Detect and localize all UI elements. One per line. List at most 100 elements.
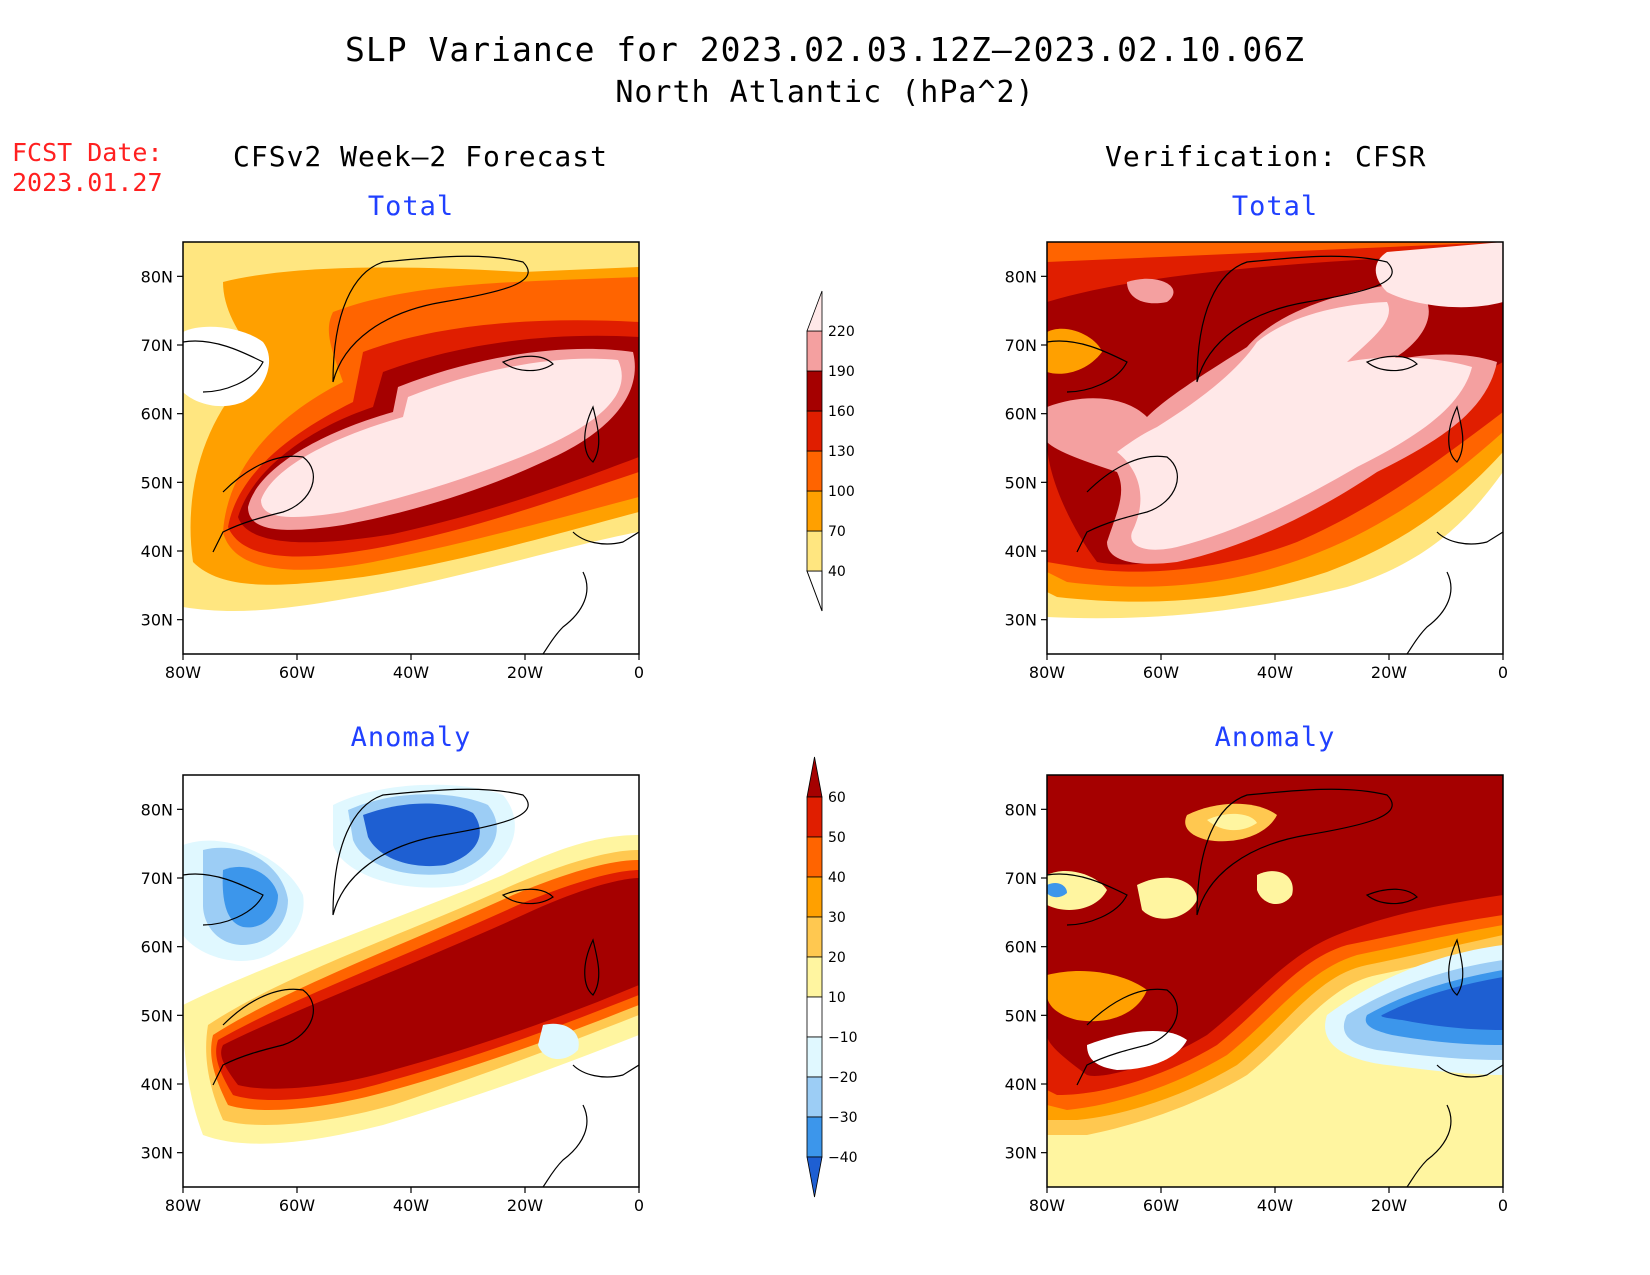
lat-tick-label: 30N [141, 1144, 173, 1163]
colorbar-label: 50 [828, 830, 846, 846]
verification-anomaly-field [1047, 775, 1503, 1135]
forecast-total-panel [182, 241, 640, 655]
colorbar-swatch [806, 836, 823, 878]
lon-tick-label: 80W [1029, 1196, 1065, 1215]
lat-tick-label: 50N [1005, 1006, 1037, 1025]
lat-tick-label: 40N [1005, 542, 1037, 561]
lon-tick-label: 0 [634, 663, 644, 682]
verification-total-coastlines [1046, 255, 1504, 655]
total-colorbar: 40 70 100 130 160 190 220 [806, 290, 855, 612]
colorbar-swatch [806, 796, 823, 838]
forecast-anomaly-coastlines [182, 788, 640, 1188]
colorbar-label: −40 [828, 1150, 858, 1166]
lat-tick-label: 40N [1005, 1075, 1037, 1094]
colorbar-tail [806, 570, 823, 612]
colorbar-swatch [806, 916, 823, 958]
chart-subtitle: North Atlantic (hPa^2) [615, 75, 1035, 110]
lat-tick-label: 80N [1005, 267, 1037, 286]
lon-tick-label: 20W [1371, 663, 1407, 682]
lat-tick-label: 60N [141, 938, 173, 957]
lat-tick-label: 30N [141, 611, 173, 630]
colorbar-label: 160 [828, 404, 855, 420]
forecast-total-title: Total [367, 191, 455, 222]
colorbar-label: 130 [828, 444, 855, 460]
lon-tick-label: 40W [393, 663, 429, 682]
colorbar-label: 60 [828, 790, 846, 806]
lon-tick-label: 20W [507, 1196, 543, 1215]
lon-tick-label: 40W [1257, 663, 1293, 682]
lon-tick-label: 60W [279, 1196, 315, 1215]
lon-tick-label: 60W [1143, 663, 1179, 682]
forecast-total-field [183, 242, 639, 612]
colorbar-swatch [806, 330, 823, 372]
lat-tick-label: 70N [141, 869, 173, 888]
colorbar-swatch [806, 370, 823, 412]
colorbar-label: −10 [828, 1030, 858, 1046]
verification-column-title: Verification: CFSR [1105, 140, 1427, 173]
lat-tick-label: 70N [141, 336, 173, 355]
lat-tick-label: 80N [141, 267, 173, 286]
lon-tick-label: 80W [165, 663, 201, 682]
chart-title: SLP Variance for 2023.02.03.12Z—2023.02.… [345, 30, 1305, 69]
lon-tick-label: 0 [1498, 663, 1508, 682]
lat-tick-label: 50N [141, 1006, 173, 1025]
lon-tick-label: 0 [1498, 1196, 1508, 1215]
lat-tick-label: 70N [1005, 869, 1037, 888]
colorbar-label: −30 [828, 1110, 858, 1126]
verification-total-panel [1046, 241, 1504, 655]
forecast-anomaly-title: Anomaly [350, 722, 472, 753]
colorbar-label: 220 [828, 324, 855, 340]
lat-tick-label: 80N [1005, 800, 1037, 819]
colorbar-swatch [806, 530, 823, 572]
anomaly-colorbar: 60 50 40 30 20 10 −10 −20 −30 −40 [806, 756, 858, 1198]
colorbar-label: 40 [828, 870, 846, 886]
colorbar-swatch [806, 876, 823, 918]
verification-total-field [1047, 242, 1503, 619]
lat-tick-label: 50N [1005, 473, 1037, 492]
verification-anomaly-coastlines [1046, 788, 1504, 1188]
lat-tick-label: 80N [141, 800, 173, 819]
lat-tick-label: 60N [141, 405, 173, 424]
lat-tick-label: 60N [1005, 938, 1037, 957]
lat-tick-label: 70N [1005, 336, 1037, 355]
colorbar-swatch [806, 1116, 823, 1158]
colorbar-label: 30 [828, 910, 846, 926]
lon-tick-label: 80W [165, 1196, 201, 1215]
colorbar-tail [806, 756, 823, 798]
fcst-date-value: 2023.01.27 [12, 168, 163, 197]
verification-anomaly-title: Anomaly [1214, 722, 1336, 753]
lat-tick-label: 60N [1005, 405, 1037, 424]
fcst-date-label: FCST Date: [12, 138, 163, 167]
colorbar-swatch [806, 490, 823, 532]
colorbar-swatch [806, 956, 823, 998]
forecast-anomaly-field [183, 784, 639, 1144]
lon-tick-label: 80W [1029, 663, 1065, 682]
lon-tick-label: 20W [1371, 1196, 1407, 1215]
lat-tick-label: 30N [1005, 611, 1037, 630]
colorbar-tail [806, 1156, 823, 1198]
colorbar-label: 100 [828, 484, 855, 500]
colorbar-swatch [806, 1036, 823, 1078]
colorbar-label: −20 [828, 1070, 858, 1086]
colorbar-swatch [806, 996, 823, 1038]
colorbar-swatch [806, 450, 823, 492]
colorbar-label: 40 [828, 564, 846, 580]
forecast-total-coastlines [182, 255, 640, 655]
colorbar-label: 20 [828, 950, 846, 966]
lon-tick-label: 60W [1143, 1196, 1179, 1215]
lon-tick-label: 40W [1257, 1196, 1293, 1215]
lon-tick-label: 60W [279, 663, 315, 682]
colorbar-label: 190 [828, 364, 855, 380]
lon-tick-label: 20W [507, 663, 543, 682]
verification-anomaly-panel [1046, 774, 1504, 1188]
forecast-anomaly-panel [182, 774, 640, 1188]
lon-tick-label: 0 [634, 1196, 644, 1215]
lon-tick-label: 40W [393, 1196, 429, 1215]
lat-tick-label: 30N [1005, 1144, 1037, 1163]
colorbar-tail [806, 290, 823, 332]
colorbar-label: 10 [828, 990, 846, 1006]
colorbar-label: 70 [828, 524, 846, 540]
axis-labels: 80N 70N 60N 50N 40N 30N 80W 60W 40W 20W 0 80N 70N 60N… [141, 267, 1508, 1215]
lat-tick-label: 40N [141, 1075, 173, 1094]
